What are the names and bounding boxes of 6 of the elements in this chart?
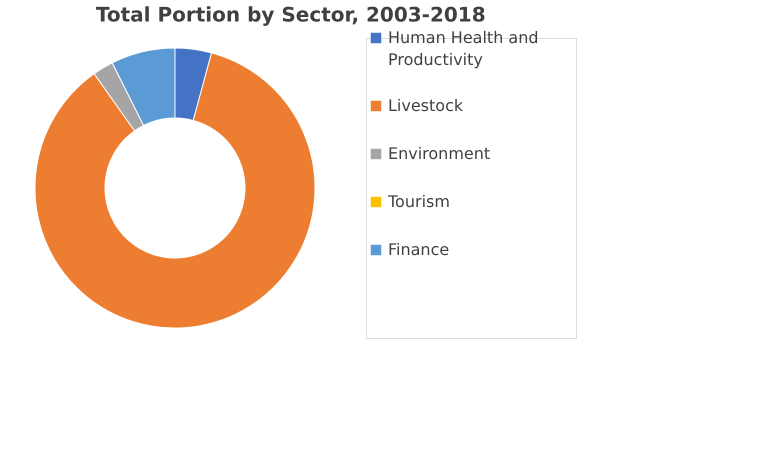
chart-title: Total Portion by Sector, 2003-2018 xyxy=(96,2,486,26)
legend-label: Tourism xyxy=(387,192,450,211)
legend-label: Human Health and Productivity xyxy=(388,28,539,69)
legend-label: Finance xyxy=(388,240,450,259)
legend-label: Livestock xyxy=(388,96,464,115)
legend-label: Environment xyxy=(388,144,490,163)
